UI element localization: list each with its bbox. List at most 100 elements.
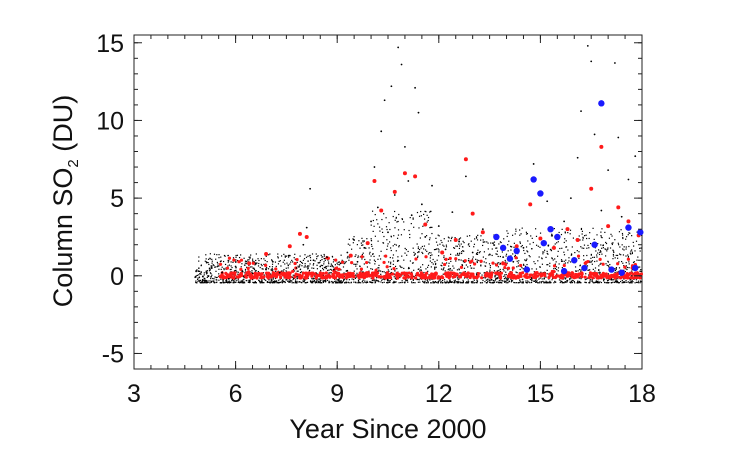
data-point-black xyxy=(368,247,370,249)
data-point-black xyxy=(571,246,573,248)
data-point-red xyxy=(415,271,420,276)
data-point-black xyxy=(359,278,361,280)
data-point-black xyxy=(467,244,469,246)
data-point-black xyxy=(570,261,572,263)
data-point-black xyxy=(317,278,319,280)
data-point-black xyxy=(311,253,314,255)
data-point-red xyxy=(246,266,250,270)
data-point-black xyxy=(357,256,359,259)
data-point-black xyxy=(282,281,285,283)
data-point-black xyxy=(473,279,475,281)
data-point-black xyxy=(319,282,321,284)
data-point-black xyxy=(347,281,349,283)
data-point-black xyxy=(631,252,634,255)
data-point-black xyxy=(505,271,507,273)
data-point xyxy=(365,241,370,246)
data-point-black xyxy=(381,271,383,273)
data-point-black xyxy=(580,227,583,230)
x-tick-label: 15 xyxy=(526,380,554,408)
data-point-black xyxy=(384,279,386,281)
data-point-black xyxy=(316,279,318,281)
data-point-black xyxy=(262,272,265,274)
data-point-black xyxy=(441,282,444,284)
data-point-black xyxy=(320,270,322,272)
data-point-red xyxy=(218,262,223,266)
data-point-black xyxy=(364,280,366,282)
data-point-black xyxy=(274,280,277,282)
data-point-red xyxy=(231,271,235,275)
data-point-black xyxy=(531,277,533,279)
data-point-black xyxy=(278,279,280,281)
data-point-black xyxy=(395,250,397,252)
data-point-black xyxy=(196,278,199,280)
data-point-black xyxy=(563,241,565,244)
data-point-black xyxy=(476,274,478,276)
data-point-black xyxy=(598,269,600,272)
data-point-black xyxy=(381,231,384,234)
data-point-black xyxy=(361,280,363,283)
data-point-black xyxy=(424,249,427,251)
data-point-black xyxy=(392,282,394,284)
data-point-black xyxy=(208,275,210,277)
data-point-black xyxy=(484,277,487,279)
data-point xyxy=(424,236,427,238)
data-point-black xyxy=(612,250,615,252)
data-point-black xyxy=(235,256,237,258)
data-point-black xyxy=(211,265,213,267)
data-point-red xyxy=(623,274,627,278)
data-point-black xyxy=(546,273,548,275)
data-point xyxy=(547,225,554,233)
data-point-black xyxy=(482,279,484,282)
data-point-black xyxy=(244,272,246,274)
data-point-black xyxy=(408,267,410,269)
data-point-red xyxy=(384,254,388,258)
data-point-black xyxy=(207,280,209,282)
data-point-black xyxy=(383,271,385,273)
data-point-black xyxy=(201,278,204,281)
data-point-black xyxy=(507,232,509,234)
data-point-red xyxy=(570,275,575,279)
data-point-black xyxy=(328,280,330,282)
data-point-black xyxy=(350,281,352,283)
data-point-black xyxy=(520,233,522,235)
data-point-black xyxy=(437,282,439,284)
data-point-black xyxy=(546,250,548,253)
data-point-black xyxy=(348,257,350,259)
data-point-black xyxy=(244,268,247,271)
data-point-black xyxy=(244,262,246,264)
data-point-black xyxy=(448,262,450,264)
data-point-black xyxy=(481,274,483,276)
data-point-red xyxy=(453,274,457,278)
data-point-black xyxy=(277,257,279,259)
data-point-black xyxy=(343,278,346,280)
data-point-black xyxy=(418,248,421,251)
data-point-black xyxy=(535,268,538,270)
data-point-black xyxy=(586,247,588,249)
data-point-black xyxy=(365,247,367,249)
data-point-black xyxy=(198,260,200,262)
data-point-black xyxy=(578,235,580,237)
data-point-black xyxy=(397,256,399,258)
data-point-black xyxy=(317,282,319,284)
data-point-black xyxy=(461,251,463,253)
data-point-black xyxy=(631,235,633,237)
data-point-black xyxy=(323,279,325,282)
data-point-black xyxy=(549,280,551,282)
data-point-red xyxy=(260,272,264,276)
data-point-black xyxy=(636,281,638,284)
data-point-black xyxy=(541,278,543,280)
data-point-black xyxy=(410,222,412,225)
data-point-black xyxy=(379,230,381,232)
data-point-black xyxy=(420,210,422,213)
data-point-black xyxy=(417,268,419,270)
data-point-black xyxy=(502,268,504,271)
data-point-black xyxy=(282,279,284,281)
data-point xyxy=(606,224,611,229)
data-point-black xyxy=(394,243,396,246)
data-point-black xyxy=(615,278,617,280)
data-point-black xyxy=(442,268,445,270)
data-point-black xyxy=(307,277,309,279)
data-point-black xyxy=(505,255,507,257)
data-point-black xyxy=(296,270,298,272)
data-point xyxy=(575,238,580,243)
